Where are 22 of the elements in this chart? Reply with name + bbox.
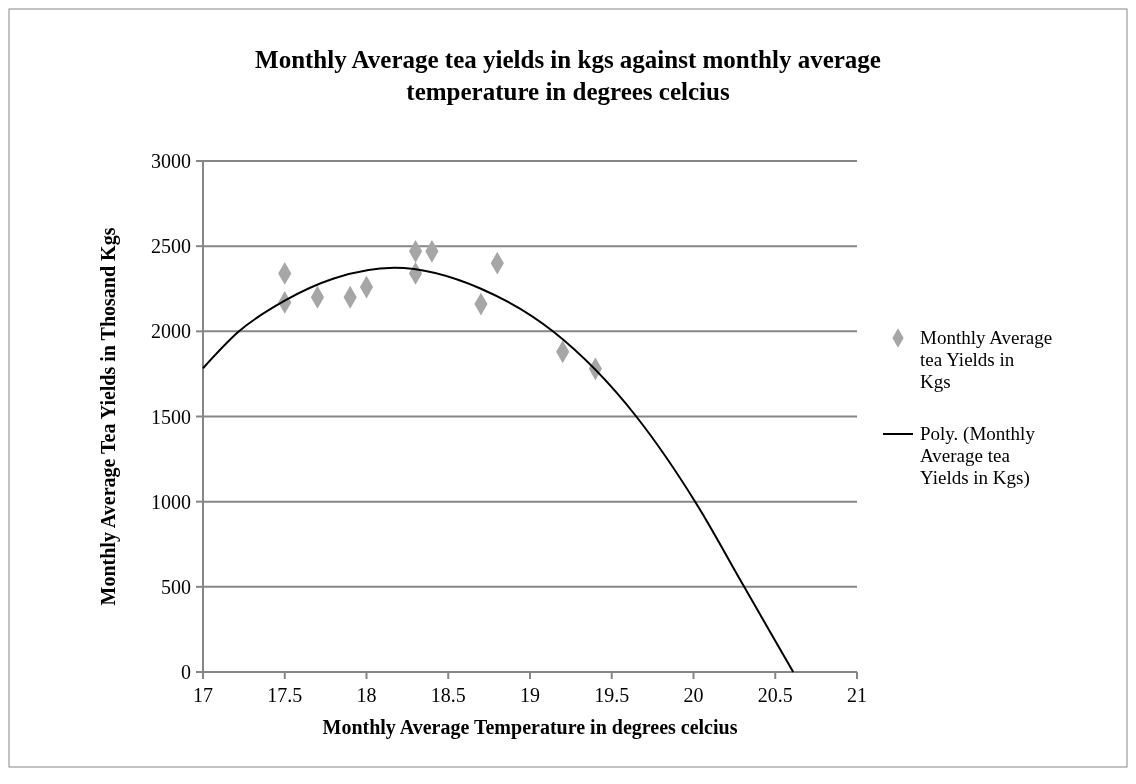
line-series: [202, 266, 795, 673]
y-tick-label: 3000: [151, 150, 191, 172]
x-tick-label: 19.5: [594, 684, 630, 706]
x-tick-label: 17: [193, 684, 213, 706]
legend-label: Monthly Average tea Yields in Kgs: [920, 327, 1053, 392]
y-tick-label: 0: [181, 661, 191, 683]
x-tick-label: 19: [520, 684, 540, 706]
x-tick-label: 18.5: [430, 684, 466, 706]
y-tick-label: 1000: [151, 490, 191, 513]
y-tick-label: 1500: [151, 405, 191, 428]
x-tick-label: 20: [683, 684, 704, 706]
x-axis-title: Monthly Average Temperature in degrees celcius: [322, 716, 738, 739]
y-axis-title: Monthly Average Tea Yields in Thosand Kgs: [97, 227, 120, 606]
chart-title: Monthly Average tea yields in kgs against monthly average temperature in degrees celcius: [255, 46, 881, 105]
x-tick-label: 17.5: [267, 684, 303, 706]
x-tick-label: 21: [847, 684, 867, 706]
x-tick-label: 18: [356, 684, 377, 706]
y-tick-label: 2000: [151, 320, 191, 343]
y-tick-label: 500: [161, 575, 191, 598]
x-tick-label: 20.5: [757, 684, 793, 706]
y-tick-label: 2500: [151, 235, 191, 258]
legend-label: Poly. (Monthly Average tea Yields in Kgs): [920, 423, 1036, 489]
